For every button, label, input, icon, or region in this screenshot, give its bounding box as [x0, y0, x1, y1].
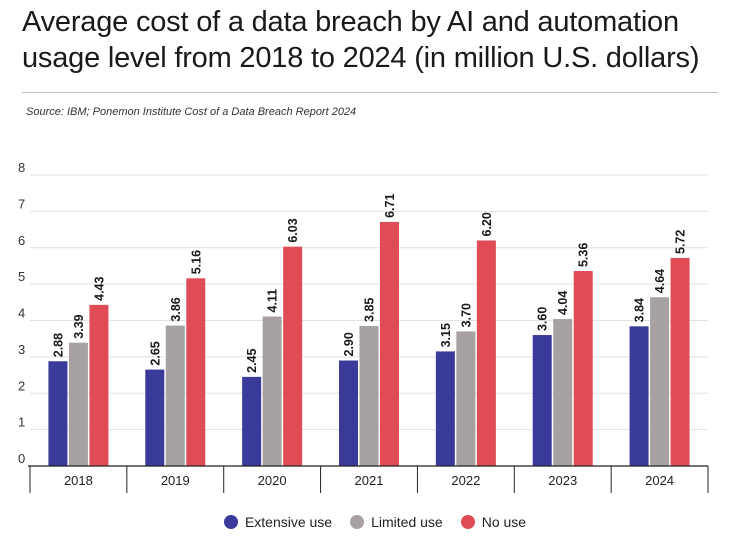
chart-source: Source: IBM; Ponemon Institute Cost of a… [26, 106, 357, 118]
data-label: 2.90 [342, 332, 356, 356]
data-label: 4.64 [653, 269, 667, 293]
bar-limited-use [165, 325, 185, 466]
data-label: 3.70 [459, 303, 473, 327]
bars-group: 2.88 3.39 4.43 2.65 3.86 5.16 2.45 4.11 6.03 2.90… [48, 194, 690, 466]
title-divider [22, 92, 718, 93]
data-label: 3.84 [633, 298, 647, 322]
x-tick-label: 2020 [258, 473, 287, 488]
data-label: 5.72 [674, 230, 688, 254]
data-label: 6.03 [286, 218, 300, 242]
y-tick-label: 8 [18, 160, 25, 175]
legend-swatch [460, 515, 475, 529]
y-tick-label: 4 [18, 306, 25, 321]
legend-item: Limited use [350, 514, 443, 530]
data-label: 3.86 [169, 297, 183, 321]
data-label: 6.20 [480, 212, 494, 236]
data-label: 3.85 [363, 298, 377, 322]
legend-item: No use [460, 514, 527, 530]
y-tick-label: 6 [18, 233, 25, 248]
legend-swatch [223, 515, 238, 529]
y-tick-label: 0 [18, 451, 25, 466]
y-tick-label: 7 [18, 196, 25, 211]
bar-extensive-use [532, 335, 552, 466]
data-label: 3.15 [439, 323, 453, 347]
bar-no-use [573, 271, 593, 466]
legend-item: Extensive use [223, 514, 333, 530]
bar-no-use [89, 304, 109, 466]
bar-limited-use [359, 325, 379, 466]
bar-extensive-use [435, 351, 455, 466]
data-label: 2.88 [51, 333, 65, 357]
legend-label: Limited use [371, 514, 443, 530]
chart-title: Average cost of a data breach by AI and … [22, 6, 700, 74]
bar-no-use [186, 278, 206, 466]
data-label: 2.45 [245, 349, 259, 373]
y-tick-label: 2 [18, 378, 25, 393]
data-label: 5.36 [577, 243, 591, 267]
y-tick-label: 3 [18, 342, 25, 357]
x-tick-label: 2019 [161, 473, 190, 488]
x-tick-label: 2022 [451, 473, 480, 488]
bar-no-use [380, 221, 399, 466]
x-tick-label: 2021 [355, 473, 384, 488]
bar-limited-use [68, 342, 88, 466]
chart-legend: Extensive use Limited use No use [0, 514, 750, 530]
legend-label: No use [481, 514, 527, 530]
x-tick-label: 2024 [645, 473, 674, 488]
x-tick-label: 2018 [64, 473, 93, 488]
y-axis-ticks: 0 1 2 3 4 5 6 7 8 [18, 160, 25, 466]
bar-extensive-use [339, 360, 358, 466]
bar-no-use [283, 246, 303, 466]
bar-extensive-use [145, 369, 165, 466]
bar-limited-use [553, 319, 573, 466]
y-tick-label: 1 [18, 415, 25, 430]
bar-limited-use [650, 297, 670, 466]
bar-no-use [670, 257, 690, 466]
bar-extensive-use [242, 376, 262, 466]
bar-extensive-use [48, 361, 68, 466]
y-tick-label: 5 [18, 269, 25, 284]
bar-extensive-use [629, 326, 649, 466]
legend-swatch [350, 515, 365, 529]
data-label: 4.11 [266, 289, 280, 313]
data-label: 2.65 [148, 341, 162, 365]
data-label: 3.60 [536, 307, 550, 331]
legend-label: Extensive use [244, 514, 333, 530]
bar-limited-use [456, 331, 476, 466]
data-label: 6.71 [383, 194, 397, 218]
bar-limited-use [262, 316, 282, 466]
data-label: 5.16 [189, 250, 203, 274]
x-axis: 2018 2019 2020 2021 2022 2023 2024 [28, 465, 709, 493]
bar-no-use [476, 240, 496, 466]
data-label: 4.04 [556, 291, 570, 315]
data-label: 3.39 [72, 314, 86, 338]
x-tick-label: 2023 [548, 473, 577, 488]
data-label: 4.43 [92, 276, 106, 300]
